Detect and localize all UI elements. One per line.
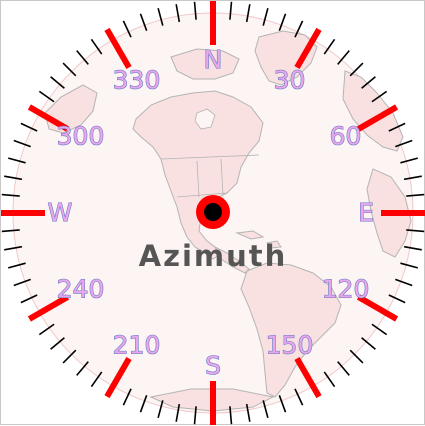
minor-tick [400,262,418,269]
bearing-label: 210 [113,331,161,360]
bearing-label: N [204,45,223,74]
minor-tick [175,4,181,23]
minor-tick [193,1,197,20]
minor-tick [13,278,31,287]
bearing-label: S [205,351,221,380]
minor-tick [122,388,132,406]
hudson-bay-shape [194,108,216,130]
major-tick [356,104,399,132]
bearing-label: W [48,198,73,227]
bearing-label: E [358,198,374,227]
major-tick [27,294,70,322]
minor-tick [20,294,38,304]
bearing-label: 330 [113,66,161,95]
minor-tick [361,76,376,89]
minor-tick [371,323,388,336]
bearing-label: 300 [57,122,105,151]
minor-tick [388,294,406,304]
minor-tick [403,175,422,181]
major-tick [356,294,399,322]
minor-tick [337,361,350,376]
major-tick [104,356,132,399]
arctic-islands-landmass [170,48,240,80]
location-marker [196,195,230,229]
major-tick [294,356,322,399]
minor-tick [38,323,55,336]
minor-tick [323,38,336,55]
minor-tick [294,388,304,406]
major-tick [27,104,70,132]
minor-tick [337,50,350,65]
caribbean-islands [235,230,282,249]
minor-tick [38,90,55,103]
major-tick [104,27,132,70]
minor-tick [157,8,164,26]
minor-tick [278,13,287,31]
minor-tick [8,157,26,164]
minor-tick [1,193,20,197]
country-borders [160,154,260,198]
minor-tick [8,262,26,269]
minor-tick [90,371,103,388]
minor-tick [403,245,422,251]
minor-tick [262,8,269,26]
bearing-label: 240 [57,275,105,304]
minor-tick [76,50,89,65]
bearing-labels: N 30 60 E 120 150 S 210 240 W 300 330 [47,44,374,380]
minor-tick [50,76,65,89]
minor-tick [400,157,418,164]
minor-tick [193,406,197,425]
major-tick [294,27,322,70]
minor-tick [245,4,251,23]
minor-tick [175,403,181,422]
europe-landmass [342,70,404,152]
minor-tick [62,349,77,364]
minor-tick [395,139,413,148]
bearing-label: 120 [322,275,370,304]
minor-tick [349,62,364,77]
south-america-landmass [240,262,342,398]
minor-tick [361,337,376,350]
minor-tick [90,38,103,55]
minor-tick [278,395,287,413]
marker-center-dot [204,203,222,221]
minor-tick [388,122,406,132]
minor-tick [406,229,425,233]
minor-tick [4,175,23,181]
bearing-label: 30 [274,66,306,95]
minor-tick [13,139,31,148]
minor-tick [262,400,269,418]
minor-tick [245,403,251,422]
minor-tick [122,20,132,38]
azimuth-title: Azimuth [139,239,288,273]
minor-tick [349,349,364,364]
minor-tick [50,337,65,350]
bearing-label: 150 [266,331,314,360]
bearing-label: 60 [330,122,362,151]
minor-tick [1,229,20,233]
minor-tick [139,13,148,31]
minor-tick [20,122,38,132]
minor-tick [229,406,233,425]
minor-tick [157,400,164,418]
minor-tick [371,90,388,103]
greenland-landmass [254,30,318,86]
minor-tick [395,278,413,287]
minor-tick [4,245,23,251]
minor-tick [62,62,77,77]
minor-tick [406,193,425,197]
minor-tick [294,20,304,38]
minor-tick [229,1,233,20]
minor-tick [76,361,89,376]
minor-tick [139,395,148,413]
minor-tick [323,371,336,388]
